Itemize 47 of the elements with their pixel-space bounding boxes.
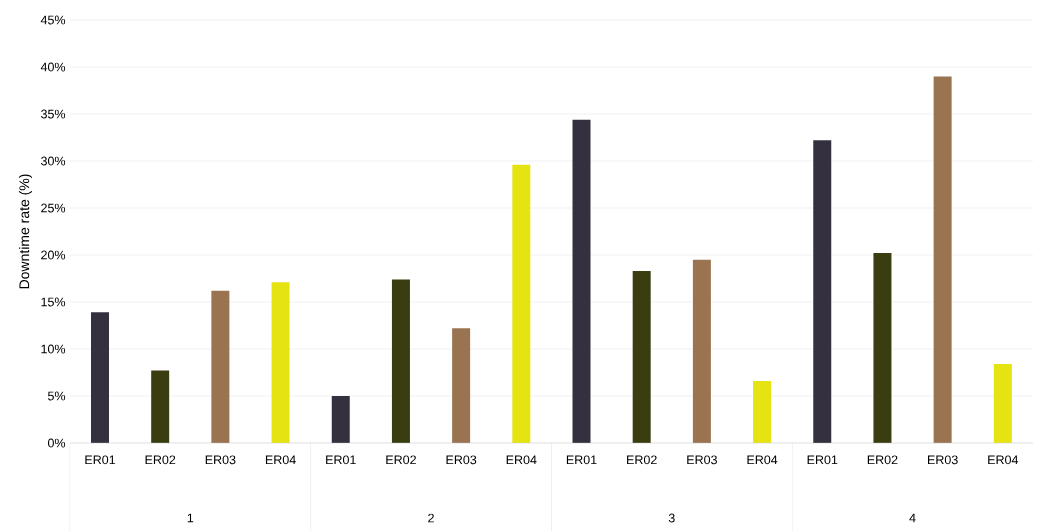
text: ER04 (988, 455, 1019, 465)
bar (211, 290, 230, 443)
x-tick-label: 2 (428, 513, 434, 523)
bar (933, 76, 952, 443)
series-label: ER02 (386, 455, 416, 465)
y-tick-label: 0% (47, 438, 66, 448)
bar (391, 279, 410, 443)
bar (813, 140, 832, 443)
y-tick-label: 25% (41, 203, 66, 213)
x-tick-label: 4 (909, 513, 916, 523)
text: ER03 (446, 455, 477, 465)
bar (91, 312, 109, 443)
y-tick-label: 40% (40, 62, 66, 72)
text: ER04 (747, 455, 778, 465)
y-axis-title: Downtime rate (%) (18, 174, 32, 289)
text: ER03 (687, 455, 717, 465)
text: ER01 (807, 455, 838, 465)
bar (512, 164, 531, 443)
bar (632, 270, 651, 443)
text: ER01 (566, 455, 597, 465)
x-tick-label: 1 (187, 513, 194, 523)
bar (452, 328, 471, 443)
text: ER01 (326, 455, 356, 465)
text: ER02 (867, 455, 898, 465)
y-tick-label: 30% (40, 156, 66, 166)
y-tick-label: 15% (41, 297, 66, 307)
text: ER02 (145, 455, 176, 465)
y-tick-label: 20% (41, 250, 66, 260)
y-tick-label: 10% (41, 344, 66, 354)
y-tick-label: 5% (47, 391, 66, 401)
series-label: ER01 (85, 455, 116, 465)
bar (151, 370, 170, 443)
series-label: ER03 (928, 455, 958, 465)
bar (331, 396, 350, 443)
bar (753, 380, 772, 443)
y-tick-label: 35% (40, 109, 66, 119)
bar (692, 259, 711, 443)
text: ER04 (506, 455, 537, 465)
bar (873, 253, 892, 443)
x-tick-label: 3 (668, 513, 675, 523)
series-label: ER04 (265, 455, 296, 465)
y-tick-label: 45% (40, 15, 66, 25)
text: ER02 (627, 455, 657, 465)
bar (993, 364, 1012, 443)
bar (271, 282, 290, 443)
bar (572, 119, 591, 443)
text: ER03 (205, 455, 236, 465)
